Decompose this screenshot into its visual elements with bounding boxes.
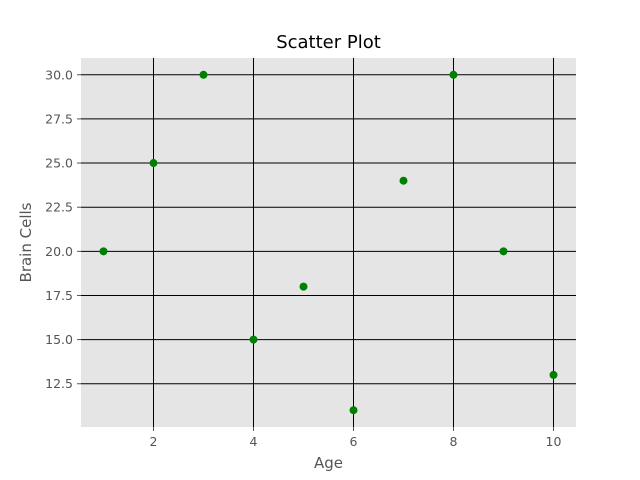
- x-tick-label: 6: [350, 434, 358, 449]
- data-point: [449, 70, 458, 79]
- plot-area: [81, 58, 576, 427]
- x-tick-label: 4: [250, 434, 258, 449]
- y-tick-label: 12.5: [45, 376, 73, 391]
- x-tick-label: 10: [546, 434, 562, 449]
- data-point: [349, 406, 358, 415]
- data-point: [299, 282, 308, 291]
- y-axis-label: Brain Cells: [17, 202, 35, 282]
- grid-lines: [81, 58, 576, 427]
- axis-ticks: 2 4 6 8 10 12.5 15.0 17.5 20.0 22.5 25.0 27.5 30.0: [45, 67, 561, 449]
- data-point: [99, 247, 108, 256]
- data-point: [149, 159, 158, 168]
- data-point: [499, 247, 508, 256]
- x-tick-label: 8: [450, 434, 458, 449]
- y-tick-label: 25.0: [45, 156, 73, 171]
- data-point: [249, 335, 258, 344]
- y-tick-label: 30.0: [45, 67, 73, 82]
- y-tick-label: 22.5: [45, 200, 73, 215]
- y-tick-label: 17.5: [45, 288, 73, 303]
- data-points: [99, 70, 558, 415]
- data-point: [549, 370, 558, 379]
- x-axis-label: Age: [314, 454, 343, 472]
- data-point: [199, 70, 208, 79]
- y-tick-label: 27.5: [45, 111, 73, 126]
- y-tick-label: 15.0: [45, 332, 73, 347]
- x-tick-label: 2: [150, 434, 158, 449]
- chart-title: Scatter Plot: [276, 32, 381, 53]
- y-tick-label: 20.0: [45, 244, 73, 259]
- data-point: [399, 176, 408, 185]
